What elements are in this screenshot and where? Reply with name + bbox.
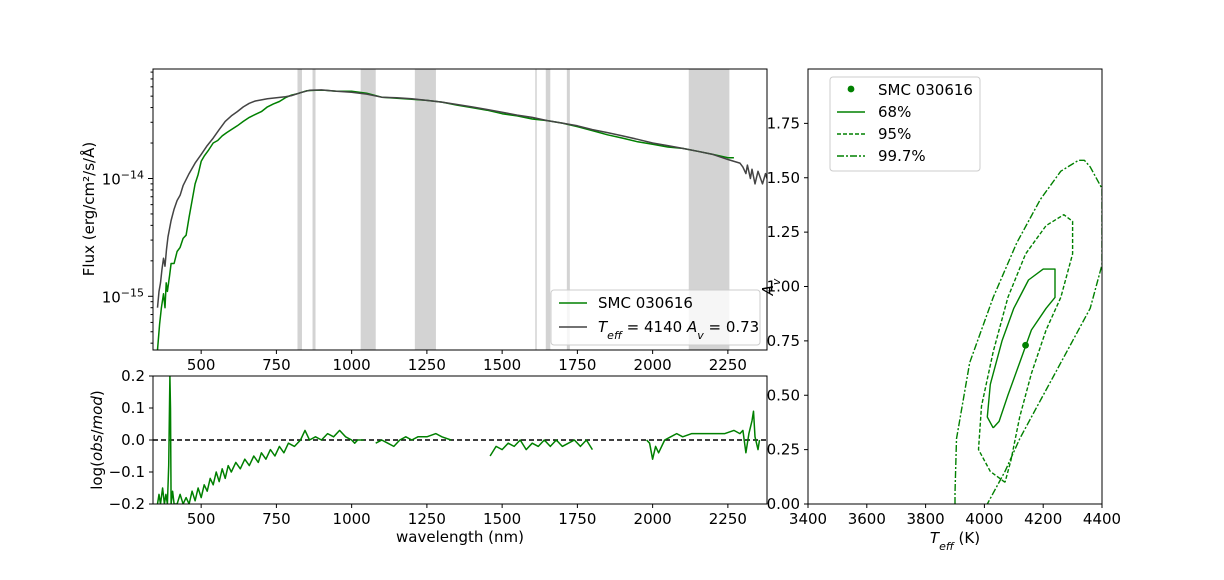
legend-best-fit-marker — [847, 85, 855, 93]
spectrum-y-ticks: 10−15 10−14 — [102, 71, 153, 344]
spectrum-x-tick-label: 1250 — [408, 356, 446, 374]
confidence-x-tick-label: 4000 — [965, 510, 1003, 528]
residual-segment-1 — [375, 432, 452, 448]
residual-segment-3 — [646, 410, 761, 460]
legend-best-fit-label: SMC 030616 — [878, 81, 973, 99]
confidence-y-tick-label: 0.50 — [767, 386, 800, 404]
spectrum-x-tick-label: 2250 — [709, 356, 747, 374]
confidence-y-tick-label: 0.00 — [767, 495, 800, 513]
confidence-x-tick-label: 3800 — [907, 510, 945, 528]
masked-band-0 — [297, 69, 302, 350]
masked-band-5 — [545, 69, 551, 350]
model-spectrum-line — [156, 89, 767, 308]
residuals-y-tick-label: −0.2 — [109, 495, 145, 513]
residuals-y-tick-label: −0.1 — [109, 463, 145, 481]
spectrum-legend: SMC 030616 Teff = 4140 Av = 0.73 — [550, 289, 761, 346]
spectrum-x-tick-label: 1750 — [558, 356, 596, 374]
contour-c68 — [986, 268, 1056, 429]
spectrum-x-ticks: 500 750 1000 1250 1500 1750 2000 2250 — [187, 350, 747, 374]
spectrum-x-tick-label: 500 — [187, 356, 216, 374]
residuals-x-ticks: 500 750 1000 1250 1500 1750 2000 2250 — [187, 504, 747, 528]
residuals-x-tick-label: 1250 — [408, 510, 446, 528]
best-fit-marker — [1022, 341, 1029, 349]
confidence-panel: 3400 3600 3800 4000 4200 4400 0.00 0.25 0.50 0.7… — [759, 68, 1121, 553]
spectrum-legend-box — [550, 289, 761, 346]
confidence-x-axis-label: Teff (K) — [930, 529, 980, 553]
confidence-legend-box — [829, 76, 981, 172]
spectrum-x-tick-label: 750 — [262, 356, 291, 374]
residuals-series — [156, 376, 761, 504]
contour-c997 — [954, 159, 1102, 504]
residuals-y-tick-label: 0.1 — [121, 399, 145, 417]
residuals-panel: 500 750 1000 1250 1500 1750 2000 2250 −0.2 −0.1 0… — [88, 367, 768, 546]
spectrum-y-tick-label: 10−15 — [102, 286, 144, 307]
residuals-x-tick-label: 500 — [187, 510, 216, 528]
masked-band-3 — [414, 69, 436, 350]
residuals-y-tick-label: 0.0 — [121, 431, 145, 449]
legend-model-label: Teff = 4140 Av = 0.73 — [598, 318, 759, 342]
masked-band-4 — [535, 69, 537, 350]
residuals-y-ticks: −0.2 −0.1 0.0 0.1 0.2 — [109, 367, 153, 513]
confidence-y-tick-label: 1.25 — [767, 223, 800, 241]
confidence-x-ticks: 3400 3600 3800 4000 4200 4400 — [789, 504, 1121, 528]
confidence-x-tick-label: 3400 — [789, 510, 827, 528]
spectrum-x-tick-label: 2000 — [634, 356, 672, 374]
legend-95-label: 95% — [878, 125, 911, 143]
legend-observed-label: SMC 030616 — [598, 294, 693, 312]
masked-band-6 — [566, 69, 570, 350]
spectrum-y-axis-label: Flux (erg/cm²/s/Å) — [79, 142, 98, 276]
residuals-x-tick-label: 1750 — [558, 510, 596, 528]
spectrum-y-tick-label: 10−14 — [102, 168, 144, 189]
confidence-y-ticks: 0.00 0.25 0.50 0.75 1.00 1.25 1.50 1.75 — [767, 114, 808, 513]
residuals-y-tick-label: 0.2 — [121, 367, 145, 385]
residuals-y-axis-label: log(obs/mod) — [88, 390, 106, 489]
residuals-x-axis-label: wavelength (nm) — [396, 528, 524, 546]
confidence-y-tick-label: 0.75 — [767, 332, 800, 350]
confidence-contours — [954, 159, 1102, 504]
confidence-y-axis-label: Av — [759, 278, 783, 296]
contour-c95 — [977, 214, 1074, 483]
confidence-legend: SMC 030616 68% 95% 99.7% — [829, 76, 981, 172]
residuals-x-tick-label: 750 — [262, 510, 291, 528]
residual-segment-0 — [156, 376, 364, 504]
spectrum-series — [156, 89, 767, 350]
legend-997-label: 99.7% — [878, 147, 926, 165]
confidence-y-tick-label: 1.50 — [767, 169, 800, 187]
confidence-x-tick-label: 4200 — [1024, 510, 1062, 528]
residuals-x-tick-label: 2000 — [634, 510, 672, 528]
masked-band-2 — [360, 69, 376, 350]
confidence-y-tick-label: 0.25 — [767, 441, 800, 459]
spectrum-x-tick-label: 1000 — [333, 356, 371, 374]
legend-68-label: 68% — [878, 103, 911, 121]
confidence-x-tick-label: 3600 — [848, 510, 886, 528]
residuals-x-tick-label: 1000 — [333, 510, 371, 528]
spectrum-panel: 500 750 1000 1250 1500 1750 2000 2250 10−1510−1… — [79, 68, 768, 374]
confidence-y-tick-label: 1.75 — [767, 114, 800, 132]
spectrum-x-tick-label: 1500 — [483, 356, 521, 374]
residuals-x-tick-label: 1500 — [483, 510, 521, 528]
residual-segment-2 — [489, 439, 594, 457]
spectrum-frame — [152, 68, 768, 351]
masked-band-1 — [312, 69, 316, 350]
confidence-x-tick-label: 4400 — [1083, 510, 1121, 528]
residuals-x-tick-label: 2250 — [709, 510, 747, 528]
confidence-y-tick-label: 1.00 — [767, 278, 800, 296]
